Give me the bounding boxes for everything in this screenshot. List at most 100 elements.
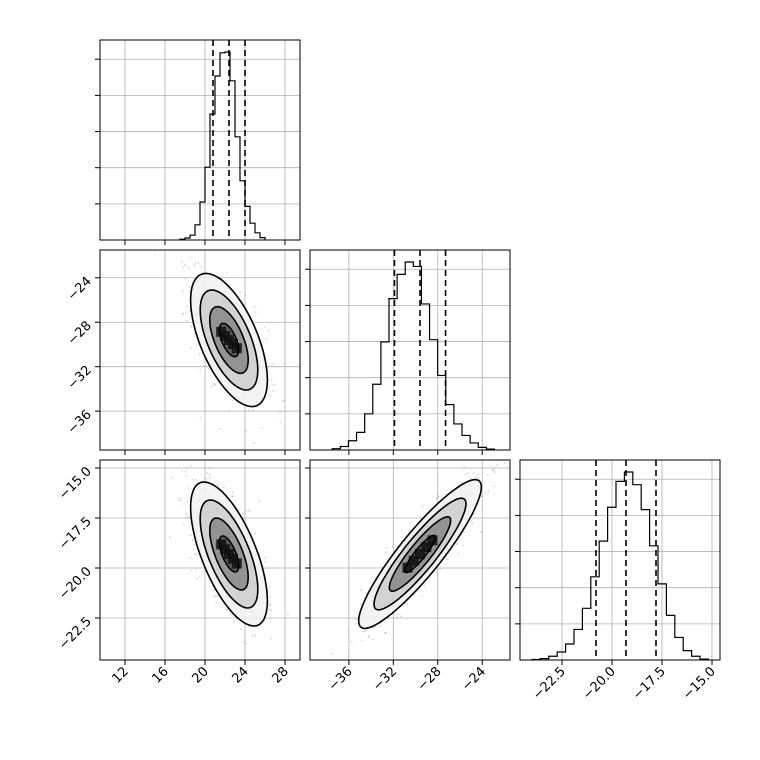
hist-panel-3-bin-19	[692, 656, 700, 660]
scatter-panel-3-point	[491, 457, 493, 459]
hist-panel-1-bin-8	[220, 53, 225, 240]
scatter-panel-2-point	[179, 499, 182, 502]
scatter-panel-2-point	[254, 634, 257, 637]
scatter-panel-3-point	[461, 481, 463, 484]
scatter-panel-3-point	[391, 546, 394, 548]
scatter-panel-2-point	[263, 561, 266, 563]
scatter-panel-2-ytick-label-2: −17.5	[56, 514, 95, 553]
scatter-panel-2-ytick-label-1: −20.0	[56, 564, 95, 603]
scatter-panel-3-point	[457, 552, 460, 555]
scatter-panel-1-core-block-4	[231, 343, 242, 354]
scatter-panel-3-core-block-0	[402, 562, 413, 573]
scatter-panel-1-point	[198, 353, 200, 356]
hist-panel-3-bin-10	[616, 481, 624, 660]
scatter-panel-1-point	[244, 294, 247, 297]
scatter-panel-2-ytick-label-0: −22.5	[56, 614, 95, 653]
scatter-panel-3-point	[470, 520, 472, 522]
scatter-panel-1-point	[200, 265, 203, 268]
scatter-panel-2-contour-1	[199, 499, 259, 609]
scatter-panel-3-point	[359, 603, 362, 605]
scatter-panel-3-point	[372, 626, 375, 629]
scatter-panel-3-point	[437, 495, 440, 498]
hist-panel-3-bin-7	[591, 577, 599, 660]
scatter-panel-3-point	[385, 551, 388, 554]
hist-panel-3-bin-15	[658, 584, 666, 660]
scatter-panel-1-point	[252, 409, 255, 412]
scatter-panel-1-point	[254, 311, 257, 314]
scatter-panel-2-point	[190, 569, 193, 572]
scatter-panel-2-point	[184, 470, 187, 473]
scatter-panel-1-point	[283, 362, 286, 365]
scatter-panel-3-point	[471, 522, 474, 524]
scatter-panel-2-point	[178, 496, 181, 499]
hist-panel-1-bin-14	[250, 223, 255, 240]
hist-panel-3-xtick-label-1: −20.0	[580, 664, 619, 703]
scatter-panel-3-point	[372, 638, 375, 641]
scatter-panel-3-point	[436, 572, 439, 575]
scatter-panel-1-point	[271, 363, 274, 365]
scatter-panel-1-point	[214, 383, 217, 386]
scatter-panel-2-xtick-label-1: 16	[150, 664, 172, 686]
scatter-panel-1-point	[281, 399, 284, 402]
scatter-panel-3-point	[487, 490, 490, 493]
scatter-panel-1-point	[182, 312, 185, 315]
scatter-panel-3-point	[367, 635, 370, 638]
scatter-panel-2-point	[268, 586, 271, 588]
scatter-panel-2-ytick-label-3: −15.0	[56, 464, 95, 503]
scatter-panel-1-frame	[99, 249, 301, 451]
hist-panel-3-bin-4	[566, 644, 574, 660]
hist-panel-3-bin-16	[666, 615, 674, 660]
scatter-panel-1-point	[193, 264, 196, 267]
scatter-panel-2-point	[242, 640, 245, 643]
scatter-panel-3-point	[385, 546, 388, 549]
scatter-panel-1-point	[270, 379, 273, 382]
scatter-panel-1-point	[186, 305, 189, 308]
scatter-panel-2-point	[189, 534, 192, 537]
scatter-panel-3-contour-3	[403, 534, 437, 574]
hist-panel-1-bin-3	[195, 225, 200, 240]
scatter-panel-3-point	[408, 530, 410, 533]
hist-panel-3-bin-5	[574, 629, 582, 660]
scatter-panel-3-point	[455, 543, 458, 546]
scatter-panel-1-point	[184, 277, 187, 280]
hist-panel-3-bin-12	[633, 485, 641, 660]
hist-panel-1-bin-2	[190, 235, 195, 240]
scatter-panel-3-point	[483, 491, 486, 494]
scatter-panel-2-point	[269, 595, 271, 598]
scatter-panel-3-core-block-2	[415, 549, 425, 559]
scatter-panel-3-point	[374, 625, 377, 628]
hist-panel-1-bin-11	[235, 137, 240, 240]
scatter-panel-3-point	[378, 624, 381, 627]
scatter-panel-3-point	[460, 533, 463, 536]
scatter-panel-2-point	[191, 539, 194, 542]
scatter-panel-2-point	[231, 491, 234, 494]
scatter-panel-3-point	[387, 617, 390, 619]
scatter-panel-1-point	[267, 329, 270, 332]
scatter-panel-2-point	[213, 595, 216, 598]
scatter-panel-2-point	[226, 608, 228, 611]
hist-panel-3-step	[531, 471, 709, 661]
hist-panel-3-bin-3	[557, 652, 565, 660]
scatter-panel-1-point	[244, 430, 247, 432]
scatter-panel-1-point	[185, 312, 187, 315]
scatter-panel-2-point	[222, 486, 225, 489]
scatter-panel-1-point	[225, 272, 228, 274]
scatter-panel-1-point	[189, 256, 192, 259]
scatter-panel-1-contour-1	[199, 289, 259, 391]
scatter-panel-3-point	[481, 495, 484, 498]
scatter-panel-1-point	[197, 262, 200, 264]
scatter-panel-2-point	[168, 536, 171, 539]
scatter-panel-2-point	[214, 595, 217, 597]
scatter-panel-2-point	[193, 544, 196, 547]
scatter-panel-2-point	[254, 532, 257, 535]
scatter-panel-2-point	[191, 478, 194, 481]
scatter-panel-2-point	[240, 628, 243, 631]
hist-panel-3-bin-2	[549, 656, 557, 660]
scatter-panel-3-point	[464, 473, 467, 475]
scatter-panel-2-point	[213, 588, 215, 591]
scatter-panel-2-point	[216, 485, 219, 487]
scatter-panel-3-point	[473, 513, 475, 515]
scatter-panel-1-point	[272, 389, 274, 392]
scatter-panel-2-point	[268, 608, 271, 611]
